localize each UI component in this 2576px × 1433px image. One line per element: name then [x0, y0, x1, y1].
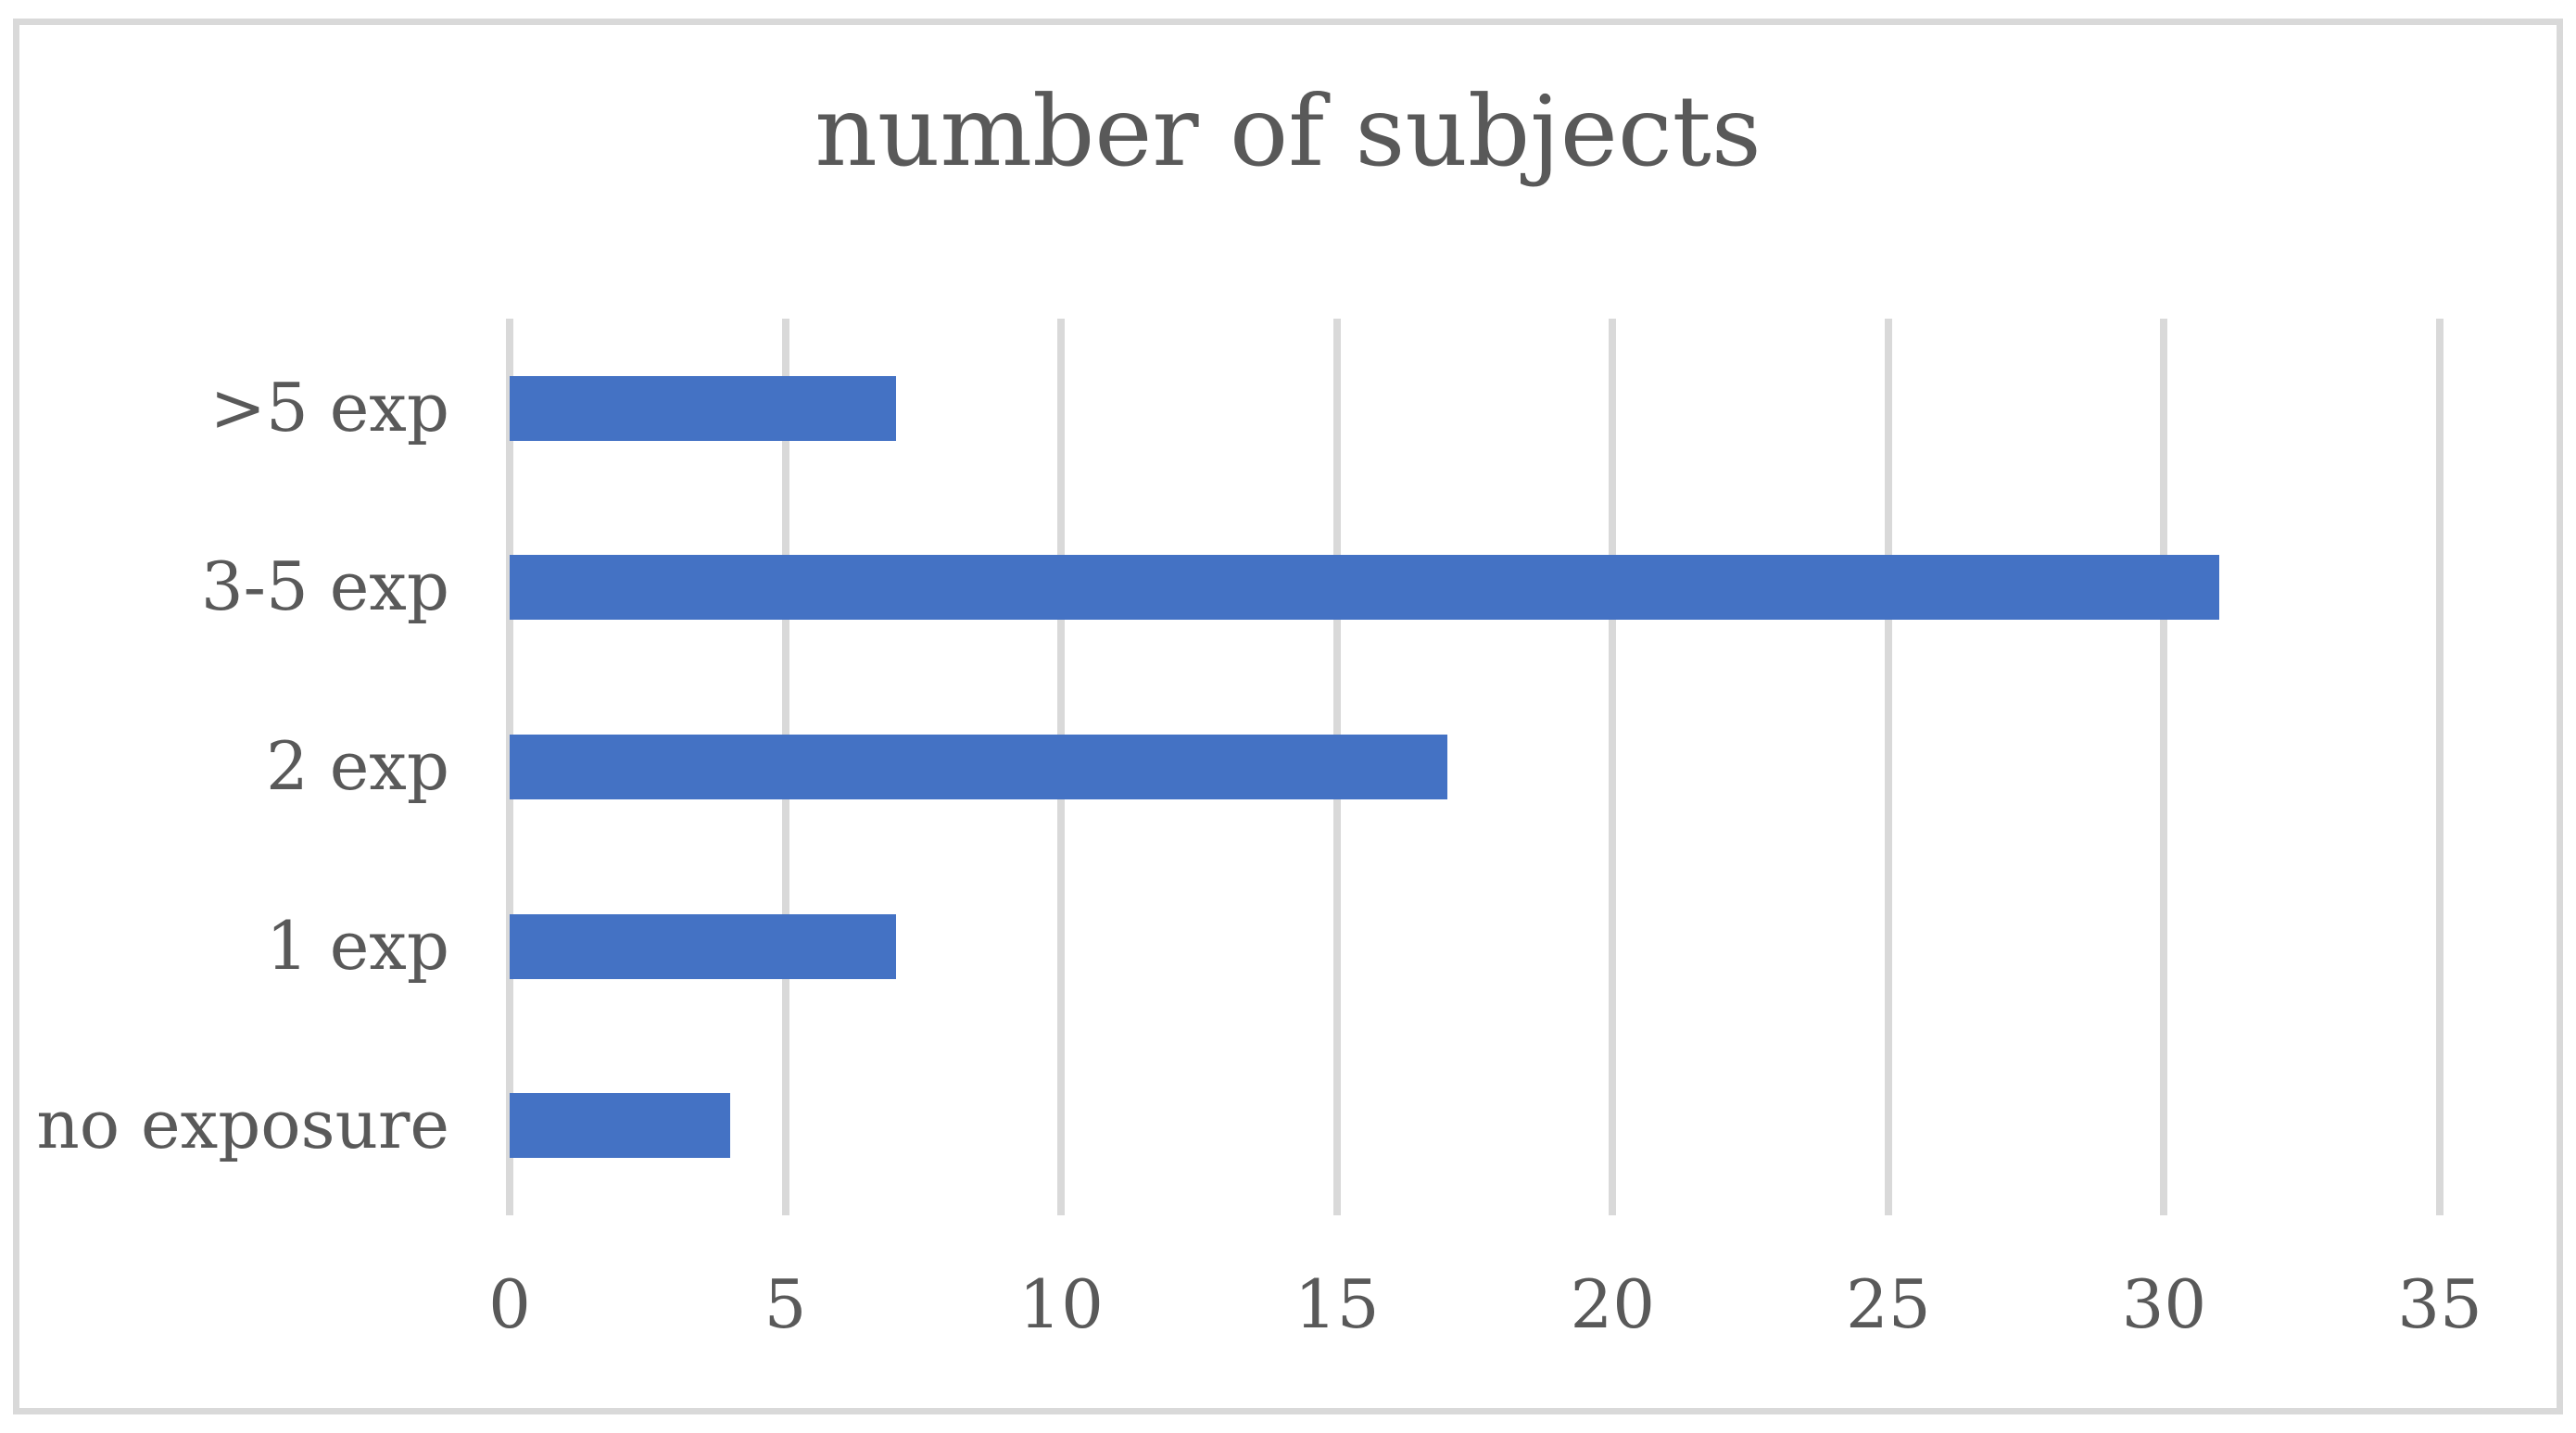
category-label--5-exp: >5 exp — [209, 368, 449, 446]
gridline-30 — [2160, 319, 2168, 1215]
bar--5-exp — [510, 375, 896, 441]
gridline-20 — [1609, 319, 1617, 1215]
category-label-no-exposure: no exposure — [36, 1086, 449, 1164]
bar-1-exp — [510, 913, 896, 979]
x-tick-label: 25 — [1846, 1265, 1931, 1343]
x-tick-label: 30 — [2121, 1265, 2207, 1343]
x-tick-label: 35 — [2397, 1265, 2482, 1343]
category-label-2-exp: 2 exp — [266, 727, 449, 805]
bar-2-exp — [510, 735, 1447, 799]
bar-no-exposure — [510, 1093, 731, 1159]
bar-3-5-exp — [510, 555, 2219, 621]
chart-title: number of subjects — [814, 75, 1762, 188]
x-tick-label: 20 — [1570, 1265, 1656, 1343]
gridline-35 — [2436, 319, 2443, 1215]
category-label-3-5-exp: 3-5 exp — [200, 547, 449, 626]
x-tick-label: 15 — [1294, 1265, 1380, 1343]
x-tick-label: 0 — [488, 1265, 531, 1343]
chart-frame: number of subjects >5 exp 3-5 exp 2 exp 1 e… — [13, 19, 2563, 1414]
x-tick-label: 5 — [764, 1265, 807, 1343]
plot-area — [506, 319, 2443, 1215]
category-label-1-exp: 1 exp — [266, 906, 449, 985]
x-tick-label: 10 — [1018, 1265, 1104, 1343]
gridline-25 — [1884, 319, 1892, 1215]
